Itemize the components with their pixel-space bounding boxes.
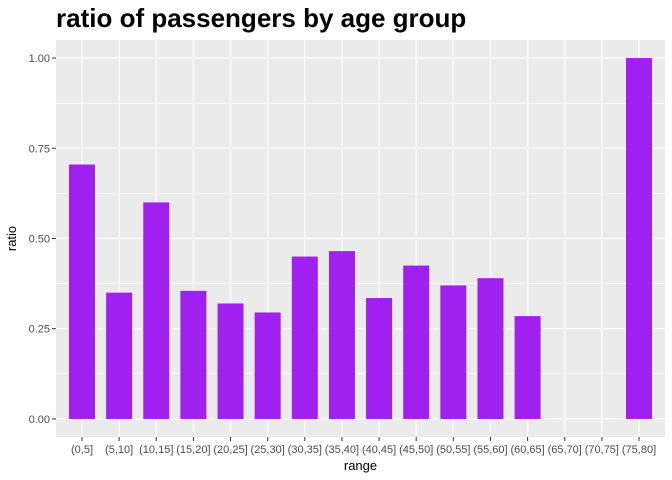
x-axis-title: range [344, 458, 377, 473]
x-axis: (0,5] (5,10] (10,15] (15,20] (20,25] (25,30](… [71, 437, 656, 456]
x-tick-label: (30,35] [288, 444, 322, 456]
bar [626, 58, 653, 419]
bar [180, 290, 207, 419]
bar [403, 265, 430, 419]
x-tick-label: (40,45] [362, 444, 396, 456]
x-tick-label: (0,5] [71, 444, 93, 456]
y-axis-title: ratio [4, 226, 19, 251]
bar [254, 312, 281, 419]
y-tick-label: 0.75 [29, 143, 50, 155]
x-tick-label: (35,40] [325, 444, 359, 456]
bar [217, 303, 244, 419]
bar [106, 292, 133, 419]
bar [291, 256, 318, 419]
x-tick-label: (65,70] [548, 444, 582, 456]
bar [477, 278, 504, 419]
bar [68, 164, 95, 419]
bars [68, 58, 653, 419]
y-tick-label: 0.00 [29, 414, 50, 426]
bar [328, 251, 355, 419]
y-tick-label: 0.25 [29, 324, 50, 336]
x-tick-label: (20,25] [213, 444, 247, 456]
x-tick-label: (45,50] [399, 444, 433, 456]
bar [366, 298, 393, 419]
x-tick-label: (60,65] [510, 444, 544, 456]
chart-title: ratio of passengers by age group [56, 3, 467, 33]
bar [514, 316, 541, 419]
bar [143, 202, 170, 419]
x-tick-label: (75,80] [622, 444, 656, 456]
x-tick-label: (10,15] [139, 444, 173, 456]
x-tick-label: (5,10] [105, 444, 133, 456]
y-tick-label: 0.50 [29, 234, 50, 246]
x-tick-label: (50,55] [436, 444, 470, 456]
y-axis: 0.00 0.25 0.50 0.75 1.00 [29, 53, 56, 426]
bar [440, 285, 467, 419]
x-tick-label: (55,60] [473, 444, 507, 456]
x-tick-label: (25,30] [251, 444, 285, 456]
y-tick-label: 1.00 [29, 53, 50, 65]
x-tick-label: (70,75] [585, 444, 619, 456]
x-tick-label: (15,20] [176, 444, 210, 456]
